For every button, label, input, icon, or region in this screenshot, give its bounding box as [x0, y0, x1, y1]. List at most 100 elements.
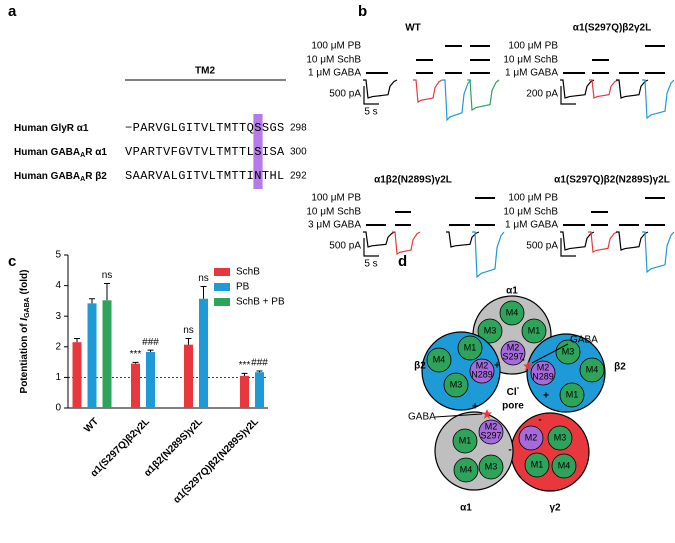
recording-title: α1(S297Q)β2(N289S)γ2L	[554, 175, 670, 186]
residue-label: N289	[471, 369, 493, 379]
condition-label: 100 μM PB	[311, 193, 361, 204]
error-bar	[241, 372, 248, 376]
condition-label: 100 μM PB	[508, 193, 558, 204]
helix	[452, 428, 478, 454]
gaba-site	[523, 361, 533, 371]
bar	[199, 298, 208, 408]
x-tick-label: WT	[82, 416, 101, 435]
scale-bar	[560, 86, 576, 105]
name-sub: A	[80, 176, 85, 183]
helix	[500, 340, 526, 366]
row-name: Human GABAAR β2	[14, 171, 107, 183]
x-tick-label: α1β2(N289S)γ2L	[142, 416, 205, 479]
error-bar	[147, 349, 154, 353]
condition-label: 10 μM SchB	[306, 207, 361, 218]
helix-label: M1	[528, 325, 541, 335]
scale-bar	[363, 86, 379, 105]
condition-label: 100 μM PB	[311, 41, 361, 52]
recording-title: WT	[405, 23, 421, 34]
residue-number: 298	[290, 123, 307, 134]
helix-label: M3	[485, 461, 498, 471]
condition-label: 1 μM GABA	[505, 68, 558, 79]
residue-number: 292	[290, 171, 307, 182]
error-bar	[104, 282, 110, 301]
helix	[469, 358, 495, 384]
legend-label: SchB	[236, 267, 260, 278]
helix-label: M2	[537, 362, 550, 372]
bar	[184, 344, 193, 408]
current-trace	[472, 231, 505, 279]
significance: ns	[183, 325, 194, 336]
row-name: Human GlyR α1	[14, 123, 89, 134]
y-tick-label: 5	[55, 250, 61, 261]
y-label-italic: I	[19, 318, 30, 321]
tm2-header: TM2	[195, 66, 215, 77]
residue-label: S297	[502, 351, 523, 361]
helix	[547, 425, 573, 451]
ligand-label: GABA	[570, 335, 598, 346]
condition-label: 10 μM SchB	[503, 55, 558, 66]
significance: ns	[102, 270, 113, 281]
highlight-column	[253, 114, 263, 189]
scale-bar	[363, 238, 379, 257]
helix-label: M1	[459, 435, 472, 445]
name-part: Human GlyR α1	[14, 123, 89, 134]
helix	[579, 357, 605, 383]
panel-label: a	[8, 3, 17, 20]
helix	[457, 335, 483, 361]
recording-title: α1β2(N289S)γ2L	[374, 175, 452, 186]
sequence-part: −PARVGLGITVLTMTTQ	[125, 121, 254, 135]
current-trace	[589, 79, 619, 99]
y-label-part: (fold)	[19, 270, 30, 298]
helix-label: M4	[506, 307, 519, 317]
current-trace	[588, 231, 618, 253]
helix-label: M2	[507, 342, 520, 352]
charge-sign: +	[543, 391, 549, 402]
bar	[102, 300, 112, 408]
gaba-site	[482, 409, 492, 419]
helix-label: M4	[558, 460, 571, 470]
residue-label: N289	[532, 371, 554, 381]
helix	[524, 452, 550, 478]
helix	[477, 318, 503, 344]
helix	[478, 454, 504, 480]
panel-label: b	[358, 3, 367, 20]
helix	[559, 382, 585, 408]
bar	[255, 372, 264, 408]
panel-label: c	[8, 253, 16, 270]
current-trace	[363, 79, 398, 99]
helix-label: M1	[531, 459, 544, 469]
sequence-part: SGS	[262, 121, 285, 135]
helix-label: M1	[464, 342, 477, 352]
significance: ***	[239, 360, 251, 371]
y-tick-label: 3	[55, 311, 61, 322]
condition-label: 10 μM SchB	[306, 55, 361, 66]
ion-label: Cl-	[507, 383, 520, 398]
name-sub: A	[80, 152, 85, 159]
y-axis-label: Potentiation of IGABA (fold)	[19, 270, 31, 394]
current-trace	[642, 231, 675, 274]
helix-label: M2	[476, 360, 489, 370]
bar	[72, 342, 82, 408]
legend-label: PB	[236, 282, 250, 293]
current-trace	[413, 79, 443, 103]
legend-label: SchB + PB	[236, 297, 285, 308]
sequence: −PARVGLGITVLTMTTQSSGS	[125, 121, 285, 135]
current-trace	[446, 231, 480, 248]
ligand-arrow	[434, 413, 483, 418]
condition-label: 100 μM PB	[508, 41, 558, 52]
ligand-arrow	[531, 343, 569, 364]
subunit-name: β2	[614, 362, 626, 373]
helix-label: M3	[450, 379, 463, 389]
helix	[551, 453, 577, 479]
current-trace	[467, 79, 500, 112]
error-bar	[256, 370, 263, 373]
scale-bar	[560, 238, 576, 257]
current-trace	[642, 79, 675, 120]
helix	[555, 339, 581, 365]
scale-time: 5 s	[364, 107, 377, 118]
ion-charge: -	[517, 383, 520, 392]
helix-label: M4	[433, 354, 446, 364]
subunit	[526, 333, 606, 413]
bar	[131, 363, 140, 408]
